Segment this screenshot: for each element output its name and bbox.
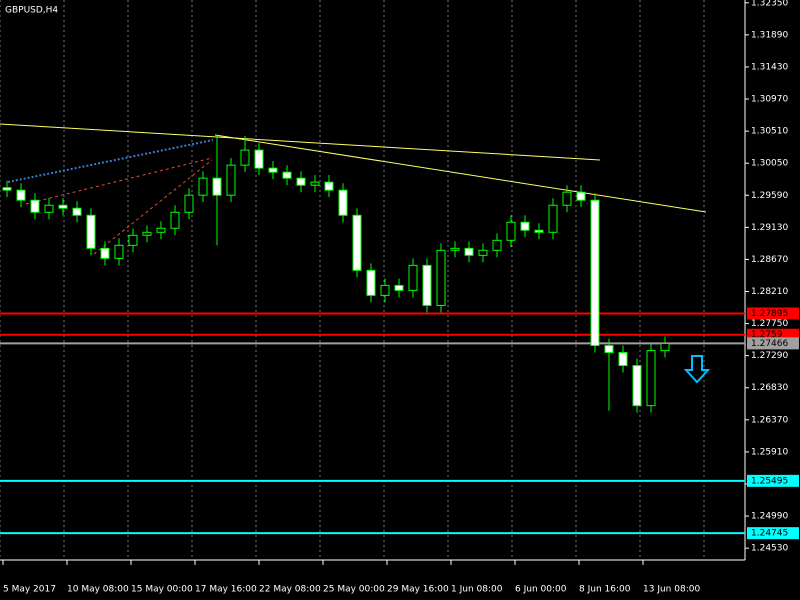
candle-body <box>114 244 124 259</box>
candle-body <box>170 211 180 229</box>
candle-body <box>30 199 40 213</box>
y-tick-label: 1.30970 <box>751 95 788 105</box>
candle-body <box>282 171 292 179</box>
candle-body <box>422 264 432 306</box>
y-tick-label: 1.24990 <box>751 512 788 522</box>
candle-body <box>16 189 26 201</box>
candle-body <box>604 345 614 354</box>
candle-body <box>646 350 656 407</box>
candle-body <box>72 207 82 216</box>
x-tick-label: 13 Jun 08:00 <box>643 585 700 595</box>
x-tick-label: 8 Jun 16:00 <box>579 585 631 595</box>
candle-body <box>576 191 586 201</box>
level-label: 1.27895 <box>751 309 788 319</box>
y-tick-label: 1.28210 <box>751 287 788 297</box>
y-tick-label: 1.26830 <box>751 383 788 393</box>
candle-body <box>212 177 222 196</box>
candle-body <box>660 343 670 352</box>
candle-body <box>296 177 306 186</box>
y-tick-label: 1.30050 <box>751 159 788 169</box>
level-label: 1.2759 <box>751 330 783 340</box>
candle-body <box>618 352 628 367</box>
candle-body <box>394 284 404 291</box>
candle-body <box>142 231 152 236</box>
level-label: 1.27466 <box>751 339 788 349</box>
trend-line <box>214 134 707 213</box>
level-label: 1.24745 <box>751 529 788 539</box>
candle-body <box>184 194 194 213</box>
y-tick-label: 1.25910 <box>751 447 788 457</box>
level-tag <box>747 474 799 487</box>
x-tick-label: 29 May 16:00 <box>387 585 449 595</box>
candle-body <box>506 221 516 241</box>
grid <box>0 0 705 560</box>
y-tick-label: 1.31890 <box>751 30 788 40</box>
candle-body <box>590 199 600 347</box>
y-tick-label: 1.26370 <box>751 415 788 425</box>
candle-body <box>338 189 348 216</box>
candle-body <box>548 204 558 233</box>
candle-body <box>44 204 54 213</box>
candle-body <box>380 284 390 296</box>
candle-body <box>632 365 642 407</box>
y-tick-label: 1.27750 <box>751 319 788 329</box>
level-tag <box>747 527 799 540</box>
candle-body <box>226 164 236 196</box>
y-tick-label: 1.32350 <box>751 0 788 8</box>
y-tick-label: 1.29590 <box>751 191 788 201</box>
y-tick-label: 1.29130 <box>751 223 788 233</box>
candle-body <box>58 204 68 209</box>
sell-arrow <box>683 355 711 384</box>
x-tick-label: 1 Jun 08:00 <box>451 585 503 595</box>
candle-body <box>562 191 572 206</box>
candle-body <box>436 249 446 306</box>
candle-body <box>254 149 264 169</box>
candle-body <box>100 247 110 259</box>
y-tick-label: 1.30510 <box>751 127 788 137</box>
x-tick-label: 6 Jun 00:00 <box>515 585 567 595</box>
x-tick-label: 17 May 16:00 <box>195 585 257 595</box>
candle-body <box>198 177 208 196</box>
candle-body <box>464 247 474 256</box>
chart-title: GBPUSD,H4 <box>5 6 58 16</box>
y-tick-label: 1.31430 <box>751 62 788 72</box>
candle-body <box>352 214 362 271</box>
x-tick-label: 15 May 00:00 <box>131 585 193 595</box>
candle-body <box>2 187 12 191</box>
trend-line <box>0 123 601 161</box>
candle-body <box>366 269 376 296</box>
candle-body <box>310 181 320 186</box>
candle-body <box>156 227 166 233</box>
candle-body <box>240 149 250 166</box>
x-tick-label: 10 May 08:00 <box>67 585 129 595</box>
x-tick-label: 5 May 2017 <box>3 585 56 595</box>
candle-body <box>492 239 502 251</box>
y-tick-label: 1.27290 <box>751 351 788 361</box>
x-tick-label: 25 May 00:00 <box>323 585 385 595</box>
y-tick-label: 1.24530 <box>751 544 788 554</box>
candle-body <box>478 249 488 256</box>
candle-body <box>520 221 530 231</box>
candle-body <box>128 234 138 246</box>
y-tick-label: 1.28670 <box>751 255 788 265</box>
candle-body <box>408 264 418 291</box>
level-label: 1.25495 <box>751 476 788 486</box>
arrow-line <box>7 139 214 183</box>
arrow-line <box>93 159 213 255</box>
arrow-line <box>25 157 213 205</box>
candle-body <box>534 229 544 233</box>
level-tag <box>747 337 799 350</box>
candle-body <box>268 167 278 173</box>
candle-body <box>450 247 460 251</box>
candle-body <box>324 181 334 191</box>
level-tag <box>747 307 799 320</box>
x-tick-label: 22 May 08:00 <box>259 585 321 595</box>
candle-body <box>86 214 96 249</box>
